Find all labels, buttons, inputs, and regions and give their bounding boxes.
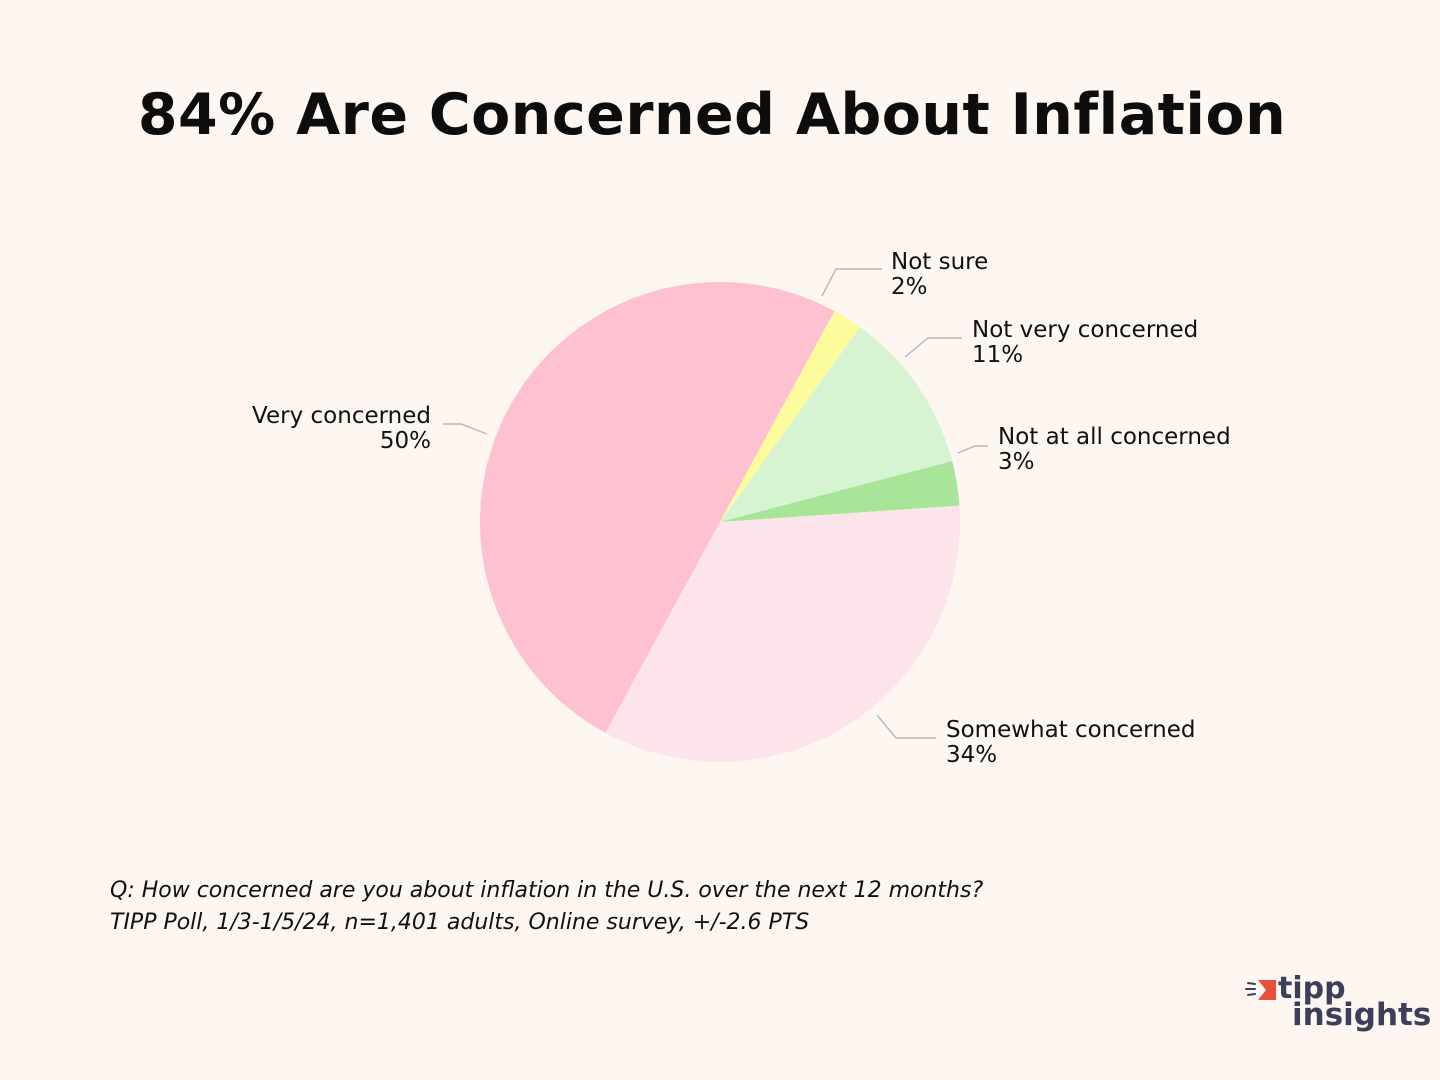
leader-line [821,268,882,297]
tipp-insights-logo: tipp insights [1244,974,1434,1038]
slice-value-label: 34% [946,742,997,768]
slice-value-label: 2% [891,274,928,300]
slice-value-label: 11% [972,342,1023,368]
slice-category-label: Not at all concerned [998,424,1231,450]
chart-title: 84% Are Concerned About Inflation [137,82,1287,148]
leader-line [443,423,488,435]
leader-line [904,337,962,358]
slice-category-label: Not very concerned [972,317,1198,343]
pie-slice-very-concerned [479,281,835,733]
survey-source: TIPP Poll, 1/3-1/5/24, n=1,401 adults, O… [110,910,810,935]
leader-line [957,445,988,454]
survey-question: Q: How concerned are you about inflation… [110,878,984,903]
slice-value-label: 3% [998,449,1035,475]
slice-category-label: Not sure [891,249,988,275]
pie-slices [479,281,960,763]
slice-value-label: 50% [380,428,431,454]
logo-text-tipp: tipp [1278,971,1346,1006]
pie-slice-not-very-concerned [720,327,953,522]
pie-slice-not-sure [720,311,861,522]
leader-lines [443,268,988,739]
slice-category-label: Somewhat concerned [946,717,1196,743]
logo-mark-icon [1245,980,1276,1000]
slice-category-label: Very concerned [252,403,431,429]
pie-slice-not-at-all-concerned [720,461,960,522]
pie-slice-somewhat-concerned [605,505,960,763]
leader-line [876,714,936,739]
logo-text-insights: insights [1292,997,1432,1033]
